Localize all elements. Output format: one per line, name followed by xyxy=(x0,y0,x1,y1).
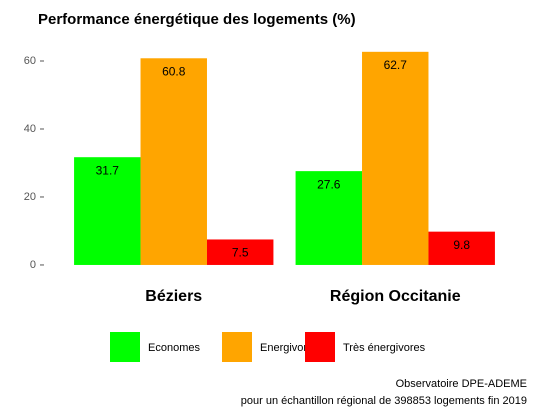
bar xyxy=(428,231,495,265)
caption: Observatoire DPE-ADEME xyxy=(396,378,527,390)
data-label: 60.8 xyxy=(162,64,186,78)
caption: pour un échantillon régional de 398853 l… xyxy=(241,395,527,407)
y-tick-label: 0 xyxy=(30,259,36,271)
legend-swatch xyxy=(110,332,140,362)
y-tick-label: 40 xyxy=(24,123,36,135)
x-tick-label: Région Occitanie xyxy=(330,288,461,305)
data-label: 31.7 xyxy=(96,163,120,177)
bar xyxy=(362,51,429,265)
bar xyxy=(140,58,207,265)
legend-swatch xyxy=(305,332,335,362)
bar xyxy=(295,171,363,265)
y-tick-label: 60 xyxy=(24,55,36,67)
data-label: 7.5 xyxy=(232,246,249,260)
legend-label: Economes xyxy=(148,342,200,354)
chart-title: Performance énergétique des logements (%… xyxy=(38,11,356,28)
data-label: 27.6 xyxy=(317,177,341,191)
legend-label: Très énergivores xyxy=(343,342,426,354)
data-label: 9.8 xyxy=(453,238,470,252)
y-tick-label: 20 xyxy=(24,191,36,203)
bar xyxy=(206,239,274,265)
legend-label: Energivores xyxy=(260,342,319,354)
bar xyxy=(74,157,141,265)
x-tick-label: Béziers xyxy=(145,288,202,305)
legend-swatch xyxy=(222,332,252,362)
data-label: 62.7 xyxy=(384,58,408,72)
